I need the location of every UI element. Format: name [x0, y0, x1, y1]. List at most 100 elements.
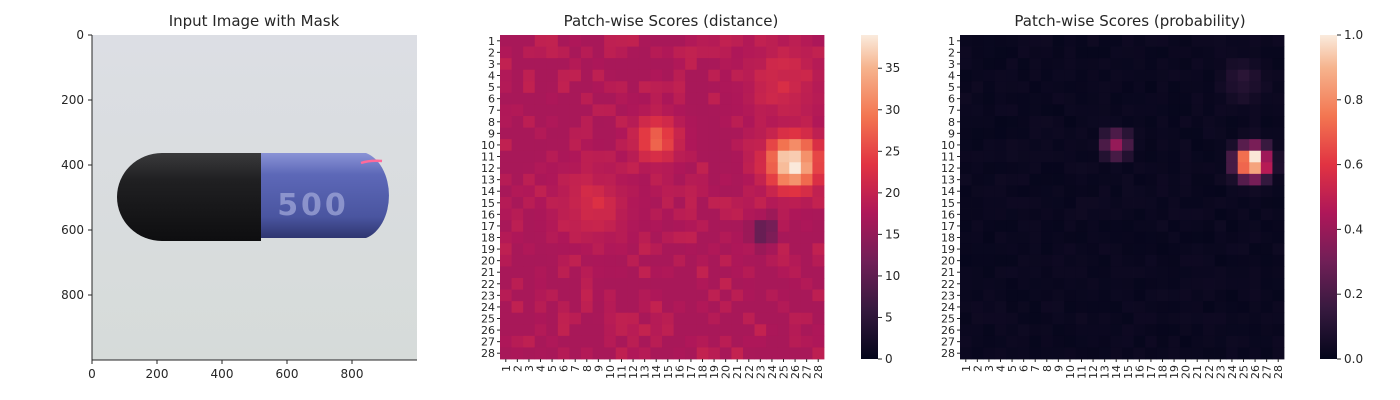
heatmap-cell [615, 254, 628, 267]
heatmap-cell [662, 35, 674, 47]
heatmap-cell [1110, 127, 1123, 140]
heatmap-cell [511, 231, 524, 244]
heatmap-cell [766, 92, 779, 105]
heatmap-cell [569, 231, 582, 244]
heatmap-cell [1249, 335, 1262, 348]
heatmap-cell [1260, 254, 1273, 267]
heatmap-cell [1214, 185, 1227, 198]
heatmap-cell [1191, 162, 1204, 175]
heatmap-cell [1098, 116, 1111, 128]
heatmap-cell [534, 324, 547, 337]
heatmap-cell [1145, 254, 1158, 267]
image-x-tick-label: 0 [88, 367, 96, 381]
heatmap-cell [1156, 162, 1169, 175]
heatmap-cell [500, 162, 512, 175]
heatmap-cell [500, 231, 512, 244]
heatmap-cell [800, 139, 813, 152]
heatmap-cell [581, 324, 593, 337]
heatmap-cell [994, 289, 1007, 302]
image-y-tick-label: 0 [76, 28, 84, 42]
heatmap-cell [789, 46, 802, 59]
heatmap-cell [1110, 116, 1123, 128]
heatmap-cell [685, 197, 698, 209]
heatmap-cell [1179, 278, 1192, 290]
heatmap-cell [627, 335, 640, 348]
heatmap-cell [627, 197, 640, 209]
heatmap-cell [1087, 289, 1100, 302]
heatmap-cell [511, 185, 524, 198]
heatmap-cell [719, 81, 732, 94]
heatmap-cell [754, 208, 767, 221]
heatmap-cell [960, 243, 972, 256]
heatmap-cell [1133, 312, 1146, 325]
row-label: 25 [481, 313, 495, 326]
heatmap-cell [1260, 220, 1273, 233]
heatmap-cell [673, 173, 686, 186]
heatmap-cell [592, 92, 605, 105]
heatmap-cell [1017, 220, 1030, 233]
heatmap-cell [592, 58, 605, 71]
row-label: 17 [481, 220, 495, 233]
heatmap-cell [766, 116, 779, 128]
heatmap-cell [627, 116, 640, 128]
probability-colorbar-gradient [1320, 35, 1337, 359]
heatmap-cell [754, 254, 767, 267]
heatmap-cell [1237, 150, 1250, 163]
heatmap-cell [534, 150, 547, 163]
heatmap-cell [685, 58, 698, 71]
heatmap-cell [1006, 197, 1019, 209]
heatmap-cell [662, 162, 674, 175]
heatmap-cell [534, 35, 547, 47]
heatmap-cell [592, 266, 605, 279]
heatmap-cell [1145, 220, 1158, 233]
heatmap-cell [615, 127, 628, 140]
heatmap-cell [627, 81, 640, 94]
heatmap-cell [1006, 162, 1019, 175]
heatmap-cell [1237, 69, 1250, 82]
heatmap-cell [1087, 92, 1100, 105]
row-label: 21 [481, 266, 495, 279]
heatmap-cell [1237, 289, 1250, 302]
heatmap-cell [1087, 46, 1100, 59]
heatmap-cell [1133, 347, 1146, 360]
heatmap-cell [1133, 197, 1146, 209]
row-label: 1 [488, 35, 495, 48]
heatmap-cell [1133, 46, 1146, 59]
heatmap-cell [971, 81, 984, 94]
heatmap-cell [731, 335, 744, 348]
heatmap-cell [534, 208, 547, 221]
heatmap-cell [638, 69, 651, 82]
heatmap-cell [1006, 254, 1019, 267]
heatmap-cell [1203, 69, 1215, 82]
row-label: 20 [941, 255, 955, 268]
heatmap-cell [754, 58, 767, 71]
heatmap-cell [1191, 173, 1204, 186]
row-label: 23 [941, 289, 955, 302]
heatmap-cell [523, 127, 536, 140]
heatmap-cell [1017, 104, 1030, 117]
heatmap-cell [1203, 127, 1215, 140]
col-label: 10 [1064, 365, 1077, 379]
heatmap-cell [1145, 243, 1158, 256]
heatmap-cell [1226, 278, 1239, 290]
heatmap-cell [1122, 150, 1134, 163]
heatmap-cell [812, 81, 825, 94]
heatmap-cell [696, 173, 709, 186]
col-label: 22 [743, 365, 756, 379]
heatmap-cell [1133, 92, 1146, 105]
heatmap-cell [743, 197, 755, 209]
heatmap-cell [1098, 208, 1111, 221]
heatmap-cell [743, 347, 755, 360]
heatmap-cell [1145, 58, 1158, 71]
heatmap-cell [1041, 266, 1053, 279]
heatmap-cell [800, 312, 813, 325]
heatmap-cell [708, 162, 721, 175]
heatmap-cell [1249, 220, 1262, 233]
heatmap-cell [523, 197, 536, 209]
heatmap-cell [1260, 324, 1273, 337]
col-label: 24 [1226, 365, 1239, 379]
heatmap-cell [766, 243, 779, 256]
row-label: 4 [948, 70, 955, 83]
heatmap-cell [627, 312, 640, 325]
